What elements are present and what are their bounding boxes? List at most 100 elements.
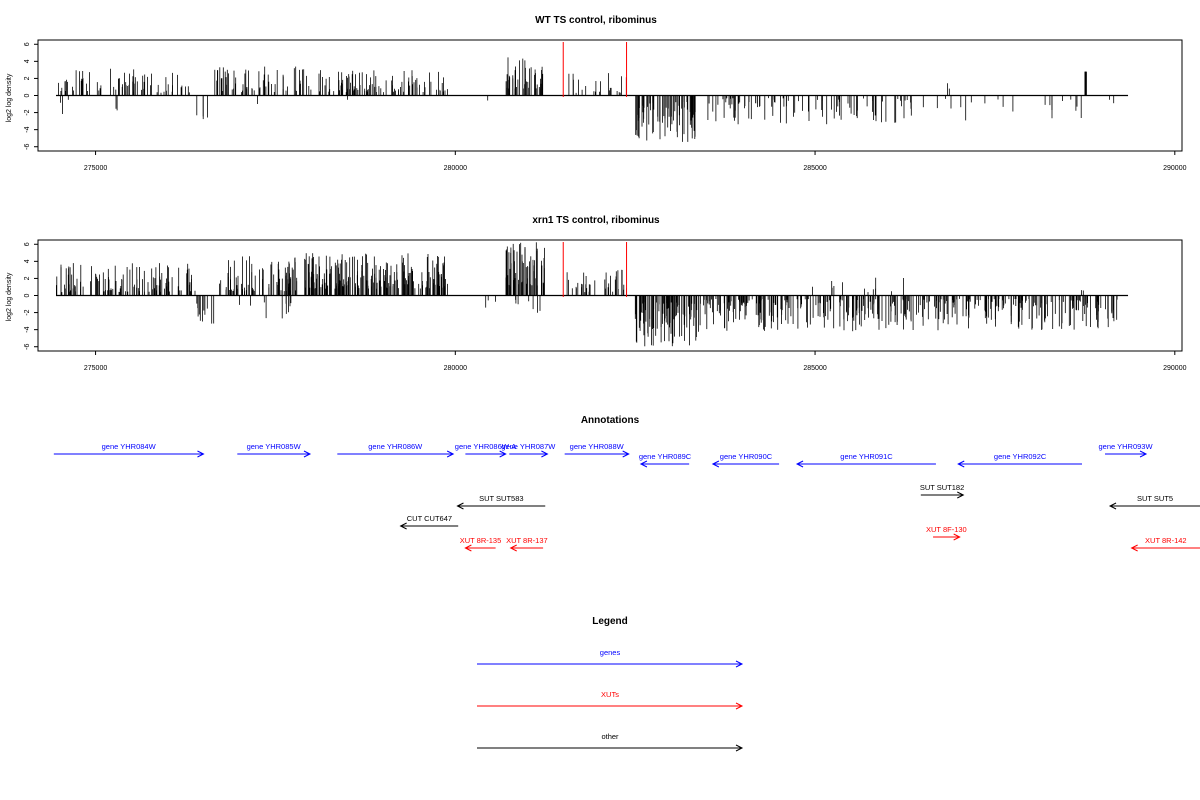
- annotation-feature: gene YHR084W: [53, 442, 205, 458]
- panel2-title: xrn1 TS control, ribominus: [532, 215, 660, 226]
- panel1-title: WT TS control, ribominus: [535, 15, 657, 26]
- y-tick-label: -2: [24, 109, 31, 115]
- legend-label: other: [601, 732, 619, 741]
- y-tick-label: 6: [24, 42, 31, 46]
- feature-arrowhead: [622, 450, 630, 458]
- y-tick-label: 6: [24, 242, 31, 246]
- feature-label: XUT 8R-142: [1145, 536, 1187, 545]
- feature-arrowhead: [711, 460, 720, 468]
- y-tick-label: 0: [24, 93, 31, 97]
- panel2-x-axis: 275000 280000 285000 290000: [84, 351, 1187, 372]
- y-tick-label: -4: [24, 126, 31, 132]
- x-tick-label: 280000: [444, 365, 467, 372]
- x-tick-label: 275000: [84, 365, 107, 372]
- feature-label: SUT SUT182: [920, 483, 964, 492]
- legend-arrowhead: [735, 660, 744, 668]
- feature-arrowhead: [1139, 450, 1148, 458]
- feature-label: SUT SUT5: [1137, 494, 1173, 503]
- feature-label: gene YHR086W-A: [455, 442, 516, 451]
- legend-entries: genes XUTs other: [477, 648, 744, 752]
- y-tick-label: 4: [24, 259, 31, 263]
- feature-arrowhead: [464, 544, 472, 552]
- feature-label: gene YHR090C: [720, 452, 773, 461]
- feature-label: gene YHR088W: [570, 442, 625, 451]
- feature-arrowhead: [1130, 544, 1138, 552]
- annotation-feature: XUT 8R-137: [506, 536, 548, 552]
- annotation-features: gene YHR084W gene YHR085W gene YHR086W gene…: [53, 442, 1200, 552]
- panel1-bars: [55, 57, 1129, 142]
- y-tick-label: 4: [24, 59, 31, 63]
- feature-arrowhead: [197, 450, 205, 458]
- panel1-highlights: [562, 42, 628, 97]
- x-tick-label: 280000: [444, 165, 467, 172]
- legend-entry: other: [477, 732, 744, 752]
- legend-label: genes: [600, 648, 621, 657]
- annotation-feature: gene YHR090C: [711, 452, 780, 468]
- x-tick-label: 285000: [803, 365, 826, 372]
- legend-panel: Legend genes XUTs other: [477, 616, 744, 752]
- annotation-feature: XUT 8R-135: [460, 536, 502, 552]
- feature-arrowhead: [957, 460, 965, 468]
- y-tick-label: 2: [24, 276, 31, 280]
- feature-arrowhead: [509, 544, 517, 552]
- feature-arrowhead: [953, 533, 961, 541]
- annotation-feature: gene YHR092C: [957, 452, 1082, 468]
- annotation-feature: gene YHR088W: [564, 442, 630, 458]
- feature-label: gene YHR086W: [368, 442, 423, 451]
- annotation-feature: XUT 8F-130: [926, 525, 967, 541]
- annotation-feature: gene YHR093W: [1098, 442, 1153, 458]
- annotation-feature: gene YHR086W: [337, 442, 455, 458]
- annotation-feature: gene YHR091C: [795, 452, 936, 468]
- feature-label: XUT 8R-135: [460, 536, 502, 545]
- y-tick-label: -6: [24, 144, 31, 150]
- feature-label: SUT SUT583: [479, 494, 523, 503]
- feature-label: gene YHR087W: [501, 442, 556, 451]
- feature-label: gene YHR089C: [639, 452, 692, 461]
- annotation-feature: gene YHR089C: [639, 452, 692, 468]
- wt-density-panel: WT TS control, ribominus log2 log densit…: [6, 15, 1187, 172]
- feature-arrowhead: [541, 450, 549, 458]
- annotation-feature: gene YHR085W: [237, 442, 312, 458]
- panel2-y-axis: 6 4 2 0 -2 -4 -6: [24, 242, 38, 350]
- feature-label: gene YHR091C: [840, 452, 893, 461]
- annotation-feature: SUT SUT583: [456, 494, 546, 510]
- legend-title: Legend: [592, 616, 628, 627]
- feature-label: gene YHR092C: [994, 452, 1047, 461]
- feature-label: XUT 8R-137: [506, 536, 548, 545]
- panel2-highlights: [562, 242, 628, 297]
- feature-label: gene YHR085W: [247, 442, 302, 451]
- feature-label: gene YHR084W: [102, 442, 157, 451]
- legend-label: XUTs: [601, 690, 619, 699]
- feature-arrowhead: [957, 491, 965, 499]
- y-tick-label: -6: [24, 344, 31, 350]
- x-tick-label: 290000: [1163, 165, 1186, 172]
- y-tick-label: -2: [24, 309, 31, 315]
- feature-arrowhead: [303, 450, 312, 458]
- feature-arrowhead: [456, 502, 464, 510]
- y-tick-label: 0: [24, 293, 31, 297]
- annotation-feature: gene YHR087W: [501, 442, 556, 458]
- legend-arrowhead: [735, 744, 744, 752]
- xrn1-density-panel: xrn1 TS control, ribominus log2 log dens…: [6, 215, 1187, 372]
- panel2-bars: [55, 242, 1129, 347]
- annotations-title: Annotations: [581, 415, 640, 426]
- feature-arrowhead: [639, 460, 648, 468]
- annotations-panel: Annotations gene YHR084W gene YHR085W gene…: [53, 415, 1200, 552]
- feature-arrowhead: [1108, 502, 1117, 510]
- x-tick-label: 275000: [84, 165, 107, 172]
- annotation-feature: SUT SUT5: [1108, 494, 1200, 510]
- annotation-feature: gene YHR086W-A: [455, 442, 516, 458]
- feature-arrowhead: [795, 460, 804, 468]
- panel1-ylabel: log2 log density: [6, 73, 13, 122]
- x-tick-label: 285000: [803, 165, 826, 172]
- panel1-x-axis: 275000 280000 285000 290000: [84, 151, 1187, 172]
- annotation-feature: CUT CUT647: [399, 514, 459, 530]
- annotation-feature: XUT 8R-142: [1130, 536, 1200, 552]
- legend-entry: genes: [477, 648, 744, 668]
- legend-entry: XUTs: [477, 690, 744, 710]
- y-tick-label: 2: [24, 76, 31, 80]
- legend-arrowhead: [735, 702, 744, 710]
- panel1-y-axis: 6 4 2 0 -2 -4 -6: [24, 42, 38, 150]
- feature-label: XUT 8F-130: [926, 525, 967, 534]
